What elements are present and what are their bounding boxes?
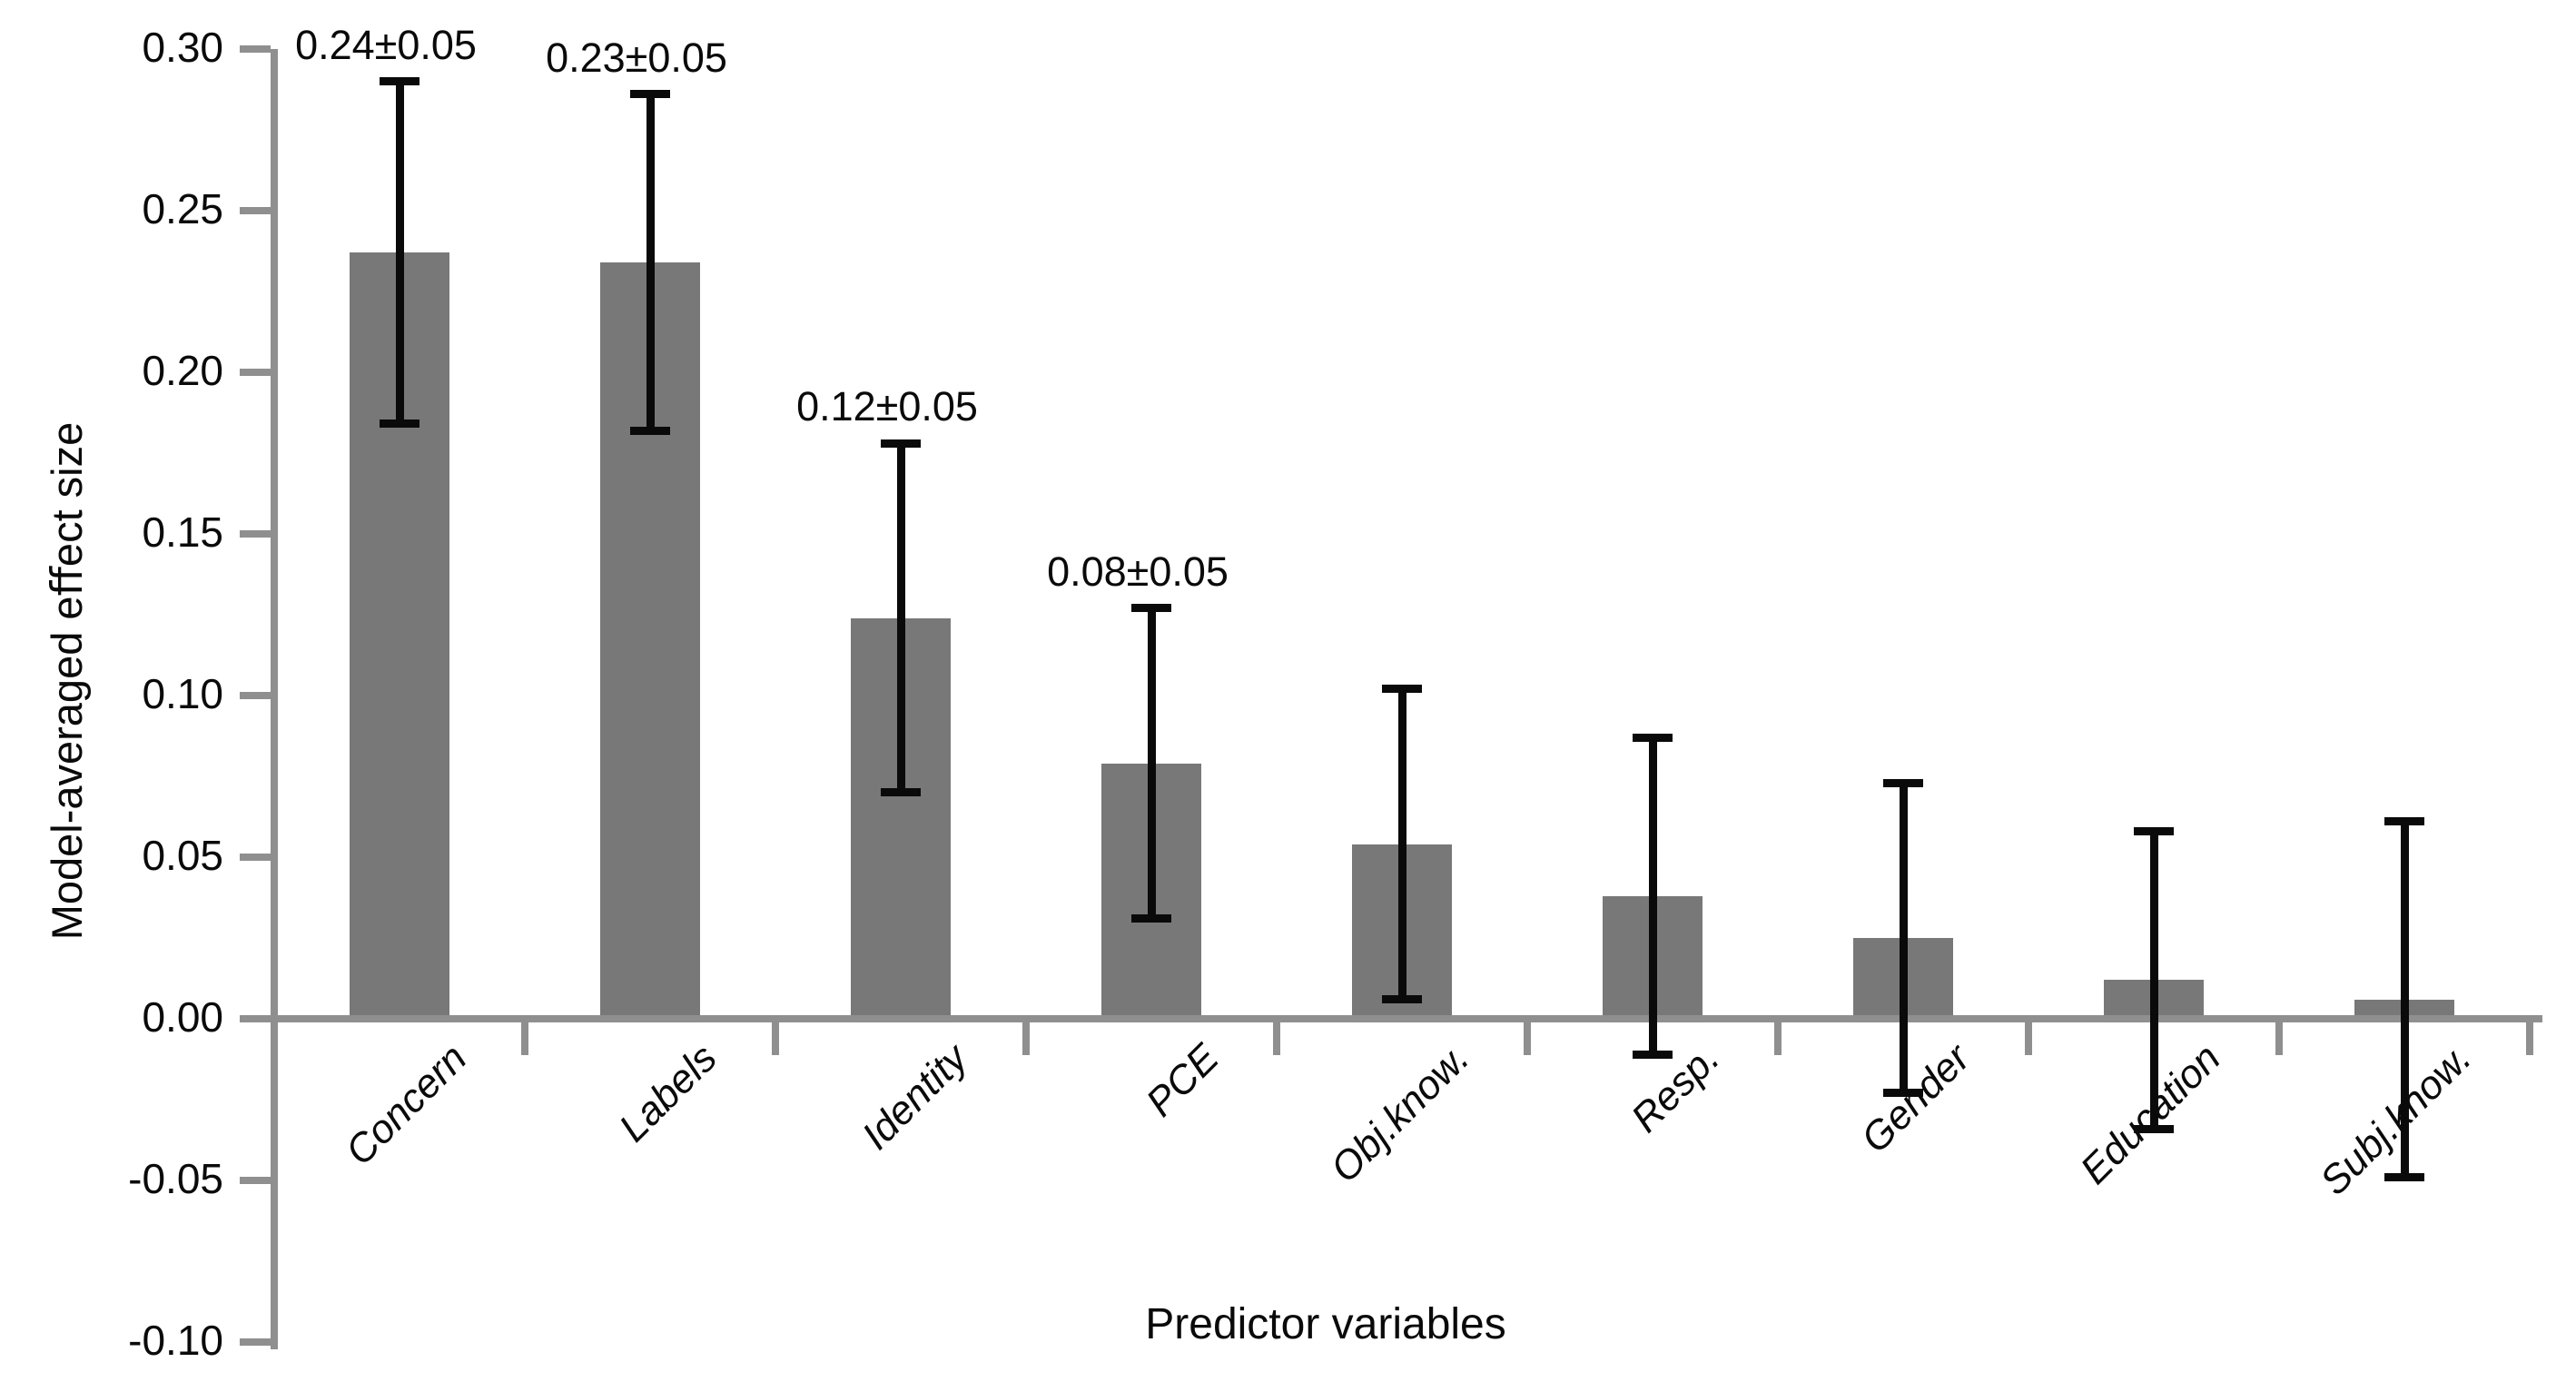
y-tick — [240, 1015, 271, 1022]
y-tick-label: -0.05 — [128, 1155, 223, 1202]
x-tick — [772, 1022, 779, 1055]
error-bar-cap-top — [2134, 827, 2174, 836]
x-tick — [2526, 1022, 2533, 1055]
bar-value-label: 0.23±0.05 — [546, 34, 727, 81]
y-tick — [240, 1338, 271, 1346]
bar-value-label: 0.24±0.05 — [295, 21, 477, 68]
y-tick-label: 0.05 — [142, 832, 223, 879]
error-bar-line — [1648, 737, 1657, 1055]
x-category-label: Gender — [1852, 1035, 1979, 1162]
error-bar-cap-top — [380, 77, 419, 86]
bar-value-label: 0.12±0.05 — [796, 383, 978, 430]
error-bar-line — [896, 443, 905, 793]
x-category-label: Labels — [610, 1035, 726, 1150]
error-bar-cap-top — [630, 90, 670, 99]
x-tick — [1022, 1022, 1030, 1055]
x-tick — [521, 1022, 528, 1055]
error-bar-cap-bottom — [380, 420, 419, 429]
error-bar-line — [1147, 607, 1156, 919]
y-tick — [240, 369, 271, 376]
error-bar-cap-top — [1382, 685, 1422, 694]
x-category-label: PCE — [1137, 1035, 1228, 1126]
error-bar-line — [395, 81, 404, 424]
y-tick-label: 0.20 — [142, 347, 223, 394]
error-bar-cap-top — [1131, 604, 1171, 613]
y-tick-label: 0.15 — [142, 508, 223, 556]
x-tick — [2275, 1022, 2283, 1055]
error-bar-cap-bottom — [1633, 1050, 1673, 1059]
error-bar-cap-bottom — [1883, 1089, 1923, 1098]
error-bar-cap-bottom — [2384, 1172, 2424, 1181]
x-axis-line — [271, 1015, 2542, 1022]
y-axis-line — [271, 49, 278, 1349]
y-tick-label: 0.30 — [142, 24, 223, 71]
y-tick — [240, 530, 271, 538]
y-tick — [240, 207, 271, 214]
error-bar-line — [1899, 783, 1908, 1093]
error-bar-cap-top — [1633, 733, 1673, 742]
error-bar-line — [2400, 821, 2409, 1178]
error-bar-cap-bottom — [1131, 914, 1171, 923]
error-bar-cap-bottom — [881, 788, 921, 797]
bar-value-label: 0.08±0.05 — [1047, 548, 1229, 595]
y-tick-label: -0.10 — [128, 1317, 223, 1364]
y-tick-label: 0.10 — [142, 670, 223, 717]
error-bar-cap-bottom — [1382, 995, 1422, 1004]
error-bar-line — [646, 94, 655, 431]
error-bar-line — [2149, 831, 2158, 1130]
x-tick — [1524, 1022, 1531, 1055]
error-bar-line — [1397, 688, 1406, 1000]
y-tick-label: 0.00 — [142, 993, 223, 1041]
x-tick — [1774, 1022, 1781, 1055]
y-tick-label: 0.25 — [142, 185, 223, 232]
x-category-label: Concern — [336, 1035, 476, 1174]
y-tick — [240, 854, 271, 861]
y-tick — [240, 45, 271, 53]
error-bar-cap-top — [881, 439, 921, 448]
error-bar-cap-bottom — [2134, 1124, 2174, 1133]
x-axis-title: Predictor variables — [1145, 1300, 1506, 1348]
x-tick — [2025, 1022, 2032, 1055]
error-bar-cap-top — [1883, 778, 1923, 787]
x-category-label: Identity — [854, 1035, 977, 1159]
y-tick — [240, 1177, 271, 1184]
x-category-label: Obj.know. — [1321, 1035, 1478, 1191]
error-bar-cap-bottom — [630, 426, 670, 435]
y-axis-title: Model-averaged eﬀect size — [43, 421, 91, 941]
y-tick — [240, 692, 271, 699]
x-tick — [1273, 1022, 1280, 1055]
error-bar-cap-top — [2384, 817, 2424, 826]
